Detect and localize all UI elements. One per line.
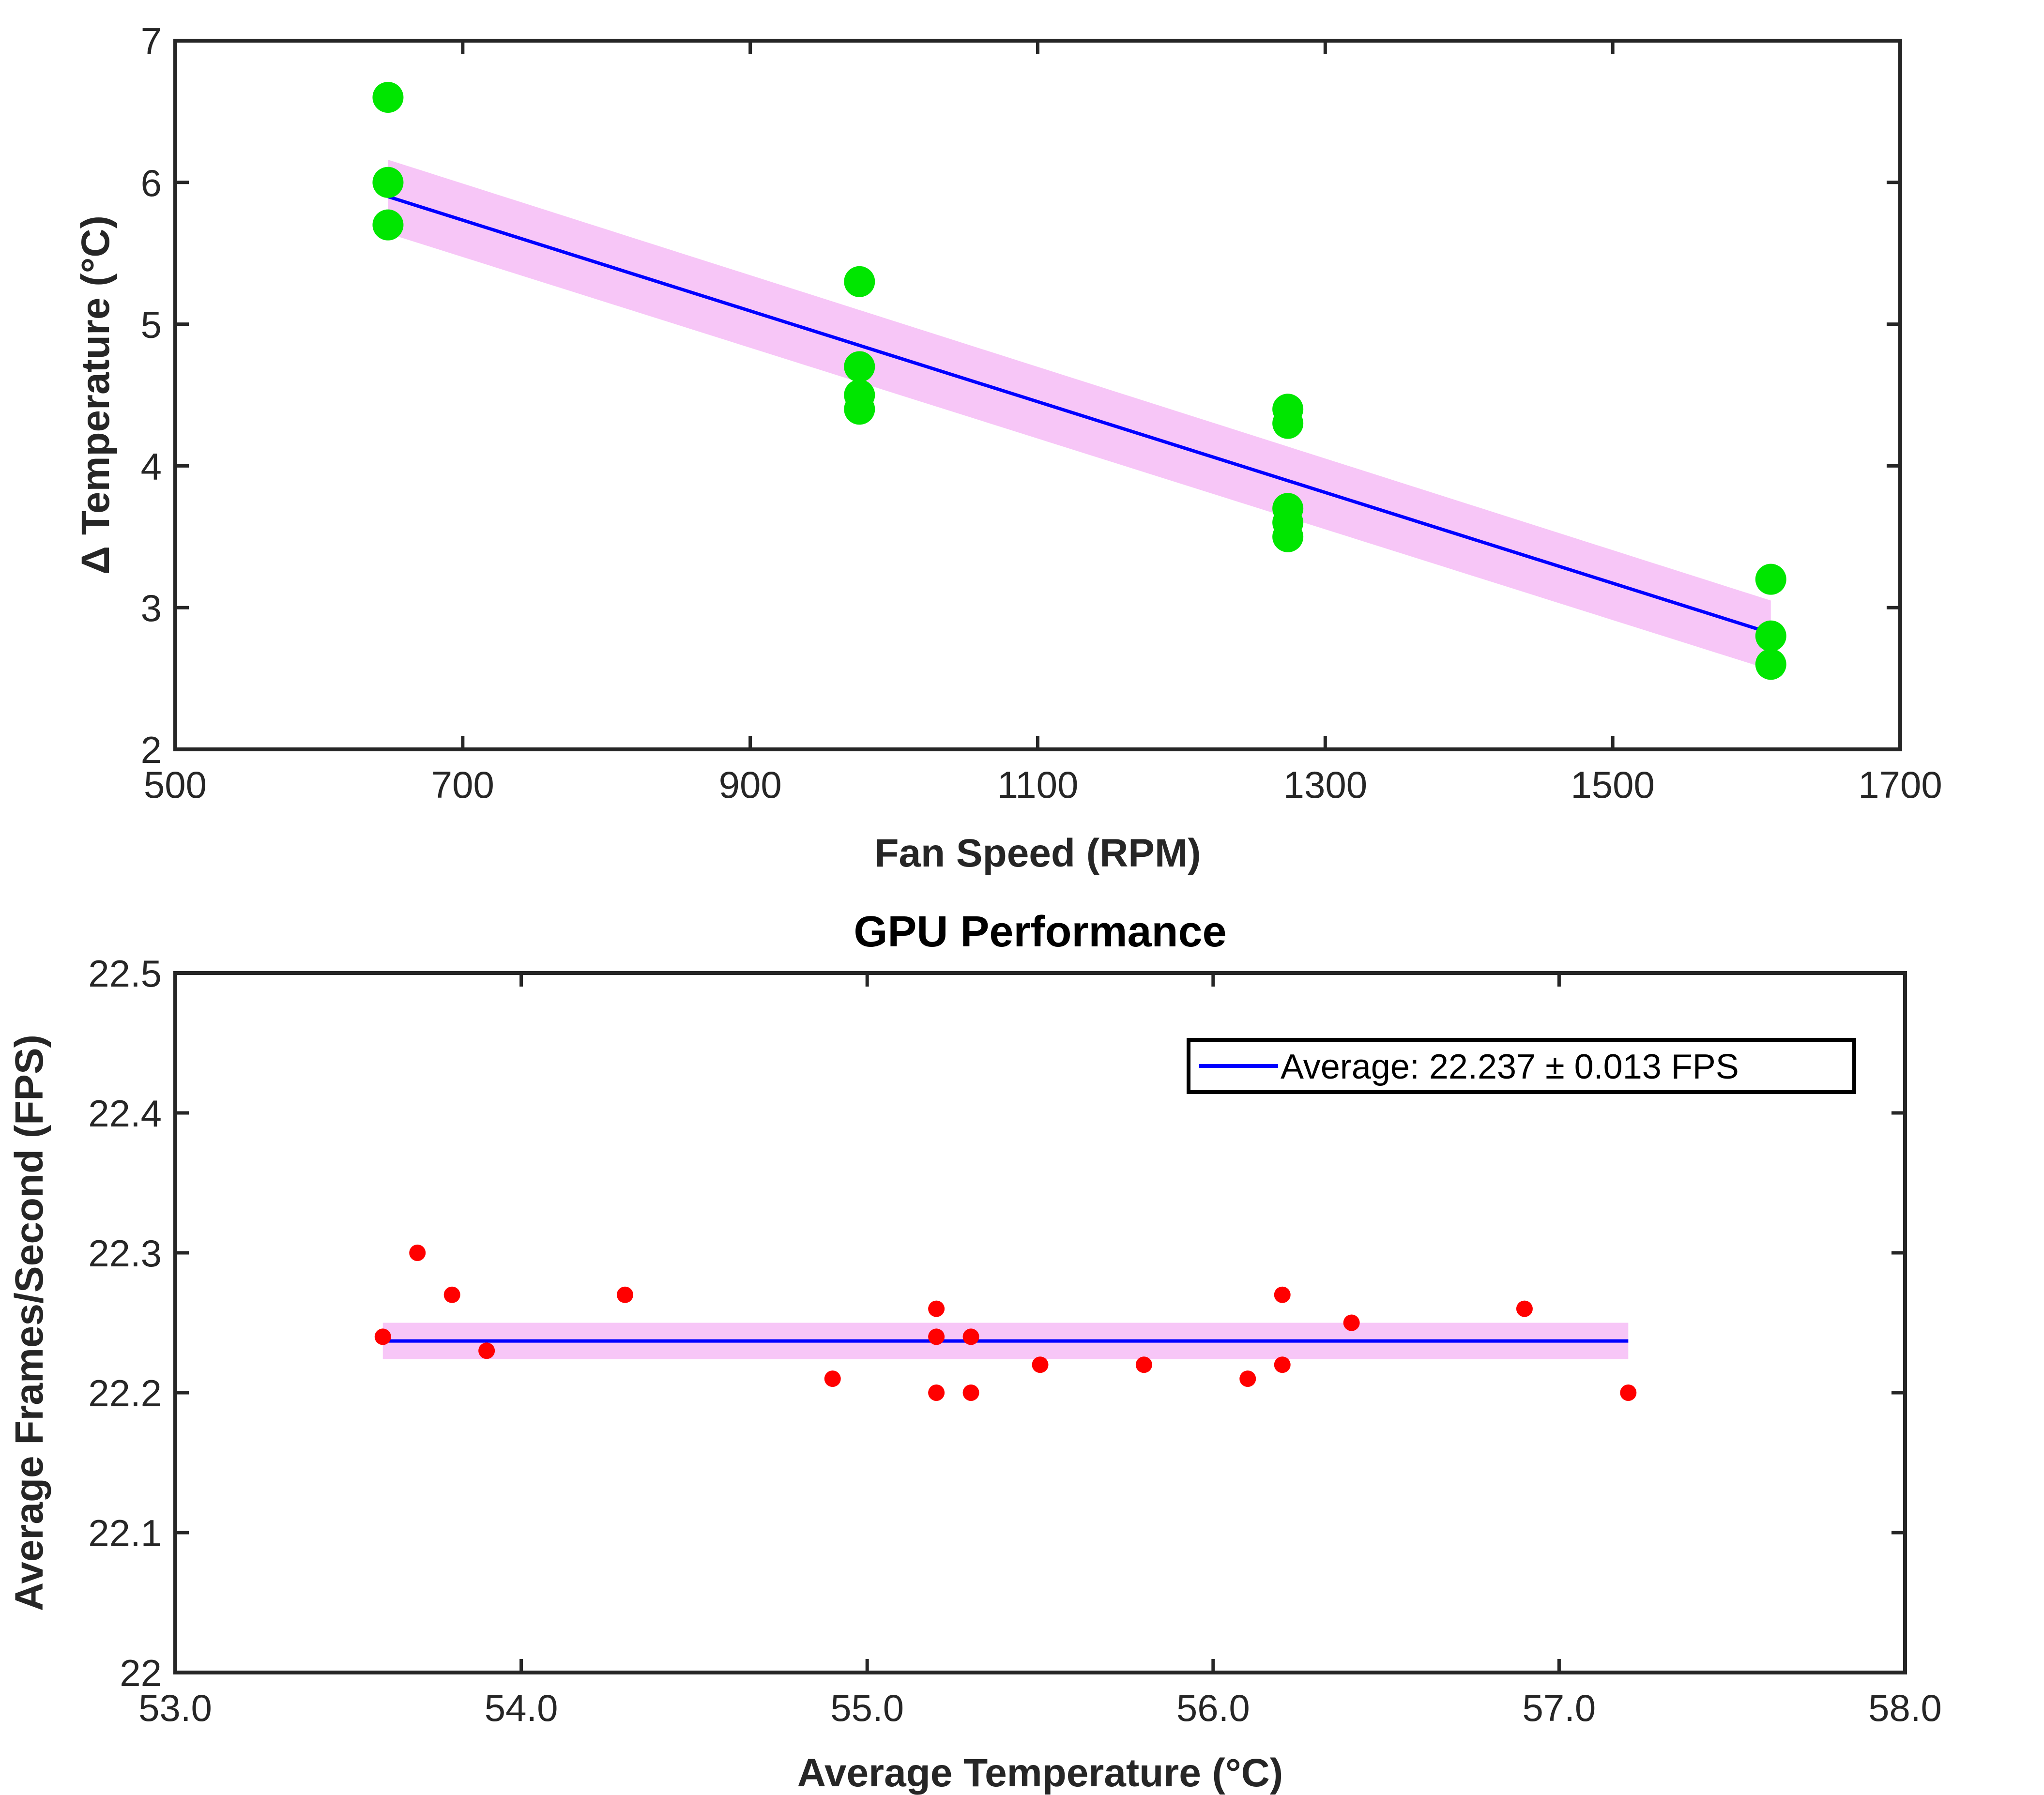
y-tick-label: 22.1	[88, 1512, 162, 1554]
x-tick-label: 56.0	[1176, 1687, 1250, 1729]
data-point	[1755, 620, 1786, 652]
y-tick-label: 7	[141, 20, 162, 62]
x-tick-label: 1100	[997, 763, 1079, 806]
data-point	[1343, 1314, 1360, 1331]
y-tick-label: 22.5	[88, 952, 162, 995]
y-axis-label: Δ Temperature (°C)	[74, 215, 118, 575]
data-points-layer	[372, 82, 1786, 680]
axes-frame-layer	[173, 971, 1907, 1674]
fit-line-layer	[387, 195, 1771, 635]
data-point	[962, 1384, 979, 1401]
y-tick-label: 22	[120, 1652, 162, 1694]
data-point	[372, 167, 404, 198]
data-point	[1755, 649, 1786, 680]
data-point	[1755, 563, 1786, 595]
data-point	[374, 1328, 391, 1345]
data-point	[443, 1286, 460, 1303]
axes-frame-layer	[173, 39, 1902, 751]
data-point	[844, 351, 875, 382]
data-point	[1272, 408, 1304, 439]
x-axis-label: Average Temperature (°C)	[797, 1751, 1283, 1795]
x-tick-label: 700	[431, 763, 494, 806]
y-tick-label: 22.3	[88, 1232, 162, 1275]
data-point	[1274, 1356, 1291, 1373]
data-point	[409, 1245, 426, 1261]
x-tick-label: 58.0	[1868, 1687, 1942, 1729]
data-point	[372, 82, 404, 113]
data-point	[1620, 1384, 1637, 1401]
y-tick-label: 6	[141, 162, 162, 204]
data-point	[928, 1384, 945, 1401]
data-point	[1032, 1356, 1049, 1373]
tick-labels-layer: 500 700 900 1100 1300 1500 1700 2 3 4 5 6 7	[141, 20, 1942, 806]
legend: Average: 22.237 ± 0.013 FPS	[1187, 1038, 1856, 1094]
x-tick-label: 1700	[1858, 763, 1942, 806]
x-tick-label: 1300	[1283, 763, 1368, 806]
y-tick-label: 22.2	[88, 1372, 162, 1415]
y-axis-label: Average Frames/Second (FPS)	[7, 1034, 51, 1611]
chart-title: GPU Performance	[854, 908, 1226, 956]
data-point	[1272, 521, 1304, 552]
data-point	[928, 1300, 945, 1317]
x-tick-label: 900	[719, 763, 782, 806]
data-point	[844, 266, 875, 297]
data-point	[928, 1328, 945, 1345]
y-tick-label: 2	[141, 729, 162, 771]
x-axis-label: Fan Speed (RPM)	[874, 831, 1201, 875]
data-point	[824, 1370, 841, 1387]
tick-labels-layer: 53.0 54.0 55.0 56.0 57.0 58.0 22 22.1 22.2 22.3 22…	[88, 952, 1942, 1729]
y-tick-label: 3	[141, 587, 162, 629]
x-tick-label: 1500	[1571, 763, 1655, 806]
data-point	[372, 209, 404, 241]
x-tick-label: 55.0	[830, 1687, 904, 1729]
y-tick-label: 5	[141, 304, 162, 346]
fit-line	[387, 195, 1771, 635]
axes-frame	[173, 971, 1907, 1674]
x-tick-label: 57.0	[1522, 1687, 1596, 1729]
x-tick-label: 54.0	[485, 1687, 558, 1729]
x-tick-label: 53.0	[138, 1687, 212, 1729]
y-tick-label: 4	[141, 445, 162, 487]
x-tick-label: 500	[144, 763, 207, 806]
legend-box	[1187, 1038, 1856, 1094]
data-point	[844, 394, 875, 425]
y-tick-label: 22.4	[88, 1092, 162, 1135]
legend-entry-average: Average: 22.237 ± 0.013 FPS	[1281, 1048, 1739, 1086]
fan-speed-chart: 500 700 900 1100 1300 1500 1700 2 3 4 5 6 7 Fan Spee…	[74, 20, 1942, 875]
data-point	[1135, 1356, 1152, 1373]
gpu-performance-chart: GPU Performance 53.0 54.0 55.0 56.0 57.0 58.0…	[7, 908, 1942, 1795]
data-point	[1239, 1370, 1256, 1387]
data-point	[1516, 1300, 1533, 1317]
data-point	[478, 1342, 495, 1359]
data-point	[616, 1286, 633, 1303]
data-point	[1274, 1286, 1291, 1303]
data-points-layer	[374, 1245, 1637, 1401]
data-point	[962, 1328, 979, 1345]
